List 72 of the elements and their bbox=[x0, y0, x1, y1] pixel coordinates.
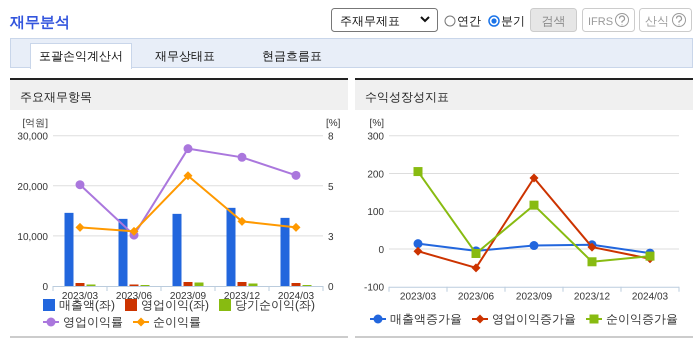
point bbox=[414, 239, 422, 248]
text: IFRS bbox=[588, 16, 614, 28]
point bbox=[588, 257, 596, 266]
y-tick-label: 10,000 bbox=[17, 232, 48, 243]
y-tick-label: 100 bbox=[367, 207, 384, 218]
chart-title: 주요재무항목 bbox=[20, 90, 92, 104]
point bbox=[292, 170, 300, 180]
bar bbox=[194, 282, 204, 286]
point bbox=[184, 144, 192, 154]
point bbox=[472, 263, 480, 272]
point bbox=[414, 246, 422, 256]
text: 산식 bbox=[645, 14, 669, 28]
y-tick-label: 20,000 bbox=[17, 182, 48, 193]
bar bbox=[172, 214, 182, 286]
y-tick-label: 300 bbox=[367, 132, 384, 143]
x-tick-label: 2023/03 bbox=[400, 292, 437, 303]
point bbox=[76, 180, 84, 190]
x-tick-label: 2024/03 bbox=[632, 292, 669, 303]
point bbox=[238, 216, 246, 226]
legend-label: 영업이익률 bbox=[63, 315, 123, 329]
point bbox=[130, 226, 138, 236]
point bbox=[292, 222, 300, 232]
legend-label: 매출액증가율 bbox=[390, 312, 462, 326]
text: 재무분석 bbox=[9, 14, 70, 31]
point bbox=[530, 200, 538, 210]
x-tick-label: 2023/12 bbox=[574, 292, 611, 303]
point bbox=[530, 241, 538, 250]
legend-label: 순이익증가율 bbox=[606, 312, 678, 326]
point bbox=[530, 173, 538, 182]
chart-title: 수익성장성지표 bbox=[365, 90, 449, 104]
point bbox=[646, 252, 654, 261]
bar bbox=[238, 282, 246, 286]
y2-tick-label: 5 bbox=[328, 182, 334, 193]
text: 현금흐름표 bbox=[262, 49, 322, 63]
text: 주재무제표 bbox=[340, 14, 400, 28]
y-tick-label: 30,000 bbox=[17, 132, 48, 143]
y-tick-label: 200 bbox=[367, 169, 384, 180]
legend-label: 당기순이익(좌) bbox=[235, 298, 315, 312]
bar bbox=[280, 218, 290, 286]
point bbox=[184, 171, 192, 180]
legend-label: 매출액(좌) bbox=[59, 298, 115, 312]
bar bbox=[248, 283, 258, 286]
bar bbox=[184, 282, 192, 286]
point bbox=[414, 167, 422, 176]
y-tick-label: 0 bbox=[378, 244, 384, 256]
y2-tick-label: 0 bbox=[328, 282, 334, 293]
point bbox=[472, 248, 480, 258]
point bbox=[76, 222, 84, 232]
bar bbox=[64, 212, 74, 286]
legend-label: 영업이익증가율 bbox=[492, 312, 576, 326]
y2-tick-label: 8 bbox=[328, 132, 334, 143]
x-tick-label: 2023/06 bbox=[458, 292, 495, 303]
y-axis-title: [%] bbox=[370, 118, 384, 129]
bar bbox=[292, 282, 300, 286]
y2-axis-title: [%] bbox=[326, 118, 341, 129]
text: 연간 bbox=[457, 14, 481, 28]
y2-tick-label: 3 bbox=[328, 232, 334, 243]
bar bbox=[226, 208, 236, 286]
point bbox=[238, 152, 246, 162]
text: 분기 bbox=[501, 14, 525, 28]
text: 검색 bbox=[542, 14, 566, 28]
bar bbox=[76, 282, 84, 286]
legend-label: 순이익률 bbox=[153, 315, 201, 329]
text: 포괄손익계산서 bbox=[39, 49, 123, 63]
y-axis-title: [억원] bbox=[22, 118, 48, 129]
point bbox=[588, 242, 596, 252]
bar bbox=[118, 218, 128, 286]
x-tick-label: 2023/09 bbox=[516, 292, 553, 303]
legend-label: 영업이익(좌) bbox=[141, 298, 209, 312]
text: 재무상태표 bbox=[155, 49, 215, 63]
y-tick-label: -100 bbox=[364, 282, 384, 294]
y-tick-label: 0 bbox=[42, 282, 48, 293]
